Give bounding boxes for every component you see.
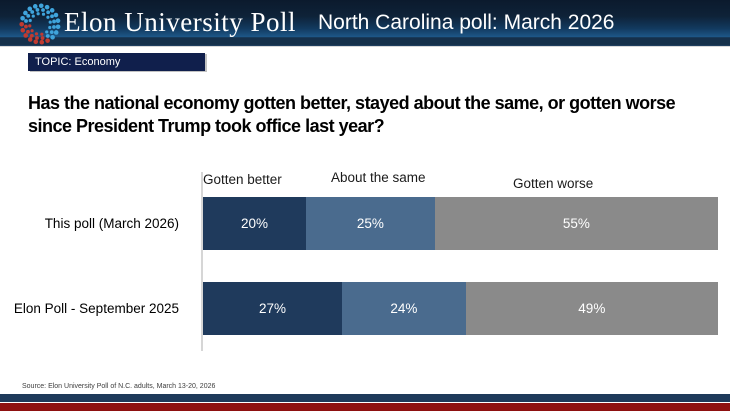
row-label: Elon Poll - September 2025 [13,301,179,316]
page-title: North Carolina poll: March 2026 [318,11,615,34]
category-label-gotten-worse: Gotten worse [513,176,594,191]
topic-badge: TOPIC: Economy [28,53,205,71]
footer-red-stripe [0,403,730,411]
bar-row: Elon Poll - September 2025 27% 24% 49% [0,282,730,335]
category-label-about-the-same: About the same [331,170,426,185]
row-label: This poll (March 2026) [44,216,179,231]
category-label-gotten-better: Gotten better [203,172,282,187]
axis-line [201,172,203,351]
bar-segment: 25% [306,197,435,250]
bar-segment: 27% [203,282,343,335]
stacked-bar-chart: Gotten better About the same Gotten wors… [0,160,730,360]
bar-segment: 49% [465,282,718,335]
question-text: Has the national economy gotten better, … [28,93,676,136]
header-bar: Elon University Poll North Carolina poll… [0,0,730,47]
bar-segment: 55% [434,197,718,250]
stacked-bar: 20% 25% 55% [203,197,718,250]
footer-navy-stripe [0,394,730,402]
brand-title: Elon University Poll [64,7,296,37]
stacked-bar: 27% 24% 49% [203,282,718,335]
source-note: Source: Elon University Poll of N.C. adu… [22,383,216,390]
elon-poll-logo-icon [19,3,61,45]
bar-row: This poll (March 2026) 20% 25% 55% [0,197,730,250]
bar-segment: 20% [203,197,306,250]
bar-segment: 24% [342,282,466,335]
